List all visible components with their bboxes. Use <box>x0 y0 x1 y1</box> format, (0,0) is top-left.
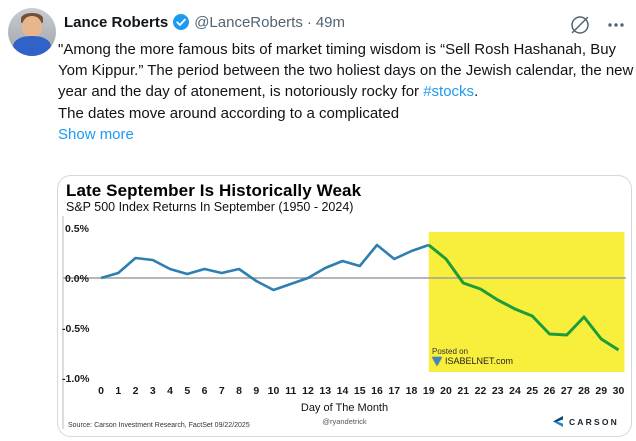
grok-icon[interactable] <box>568 13 592 37</box>
tweet-header: Lance Roberts @LanceRoberts · 49m <box>8 8 628 56</box>
x-tick-label: 22 <box>475 385 487 397</box>
tweet-body-text: "Among the more famous bits of market ti… <box>58 41 634 101</box>
header-actions <box>568 13 626 37</box>
chart-subtitle: S&P 500 Index Returns In September (1950… <box>66 200 354 214</box>
x-tick-label: 16 <box>371 385 383 397</box>
x-tick-label: 30 <box>613 385 625 397</box>
avatar[interactable] <box>8 8 56 56</box>
isabelnet-logo-icon <box>432 357 442 366</box>
isabelnet-watermark: Posted on ISABELNET.com <box>432 347 513 366</box>
x-tick-label: 15 <box>354 385 366 397</box>
x-tick-label: 0 <box>98 385 104 397</box>
x-tick-label: 28 <box>578 385 590 397</box>
credit-handle: @ryandetrick <box>322 417 367 426</box>
y-tick-label: -0.5% <box>62 323 90 335</box>
x-tick-label: 5 <box>184 385 190 397</box>
carson-chevron-icon <box>552 416 563 427</box>
verified-icon <box>173 14 190 30</box>
timestamp[interactable]: 49m <box>315 13 346 31</box>
y-tick-label: -1.0% <box>62 373 90 385</box>
x-tick-label: 13 <box>319 385 331 397</box>
series-late-month <box>427 243 620 352</box>
line-chart: 0 1 2 3 4 5 6 7 8 9 10 11 12 13 14 15 16 17 18 19 20 21 22 23 24… <box>62 216 626 429</box>
x-tick-label: 25 <box>526 385 538 397</box>
carson-logo-text: CARSON <box>568 416 619 427</box>
x-tick-label: 11 <box>285 385 296 397</box>
avatar-shirt <box>13 36 51 56</box>
x-tick-label: 3 <box>150 385 156 397</box>
x-tick-label: 19 <box>423 385 435 397</box>
dot-separator: · <box>306 13 312 31</box>
chart-card[interactable]: 0 1 2 3 4 5 6 7 8 9 10 11 12 13 14 15 16 17 18 19 20 21 22 23 24… <box>57 175 632 437</box>
x-tick-label: 12 <box>302 385 314 397</box>
x-tick-label: 24 <box>509 385 521 397</box>
watermark-line2: ISABELNET.com <box>445 356 514 366</box>
y-tick-label: 0.5% <box>65 223 90 235</box>
x-tick-label: 6 <box>202 385 208 397</box>
x-tick-label: 27 <box>561 385 573 397</box>
highlight-region <box>428 232 625 372</box>
x-tick-label: 21 <box>457 385 469 397</box>
x-tick-label: 4 <box>167 385 173 397</box>
x-tick-label: 14 <box>337 385 349 397</box>
hashtag-stocks-link[interactable]: #stocks <box>423 83 475 101</box>
tweet-text: "Among the more famous bits of market ti… <box>58 39 634 145</box>
author-handle[interactable]: @LanceRoberts <box>194 13 303 31</box>
chart-title: Late September Is Historically Weak <box>66 181 362 200</box>
author-name[interactable]: Lance Roberts <box>64 13 169 31</box>
series-early-month <box>100 243 430 292</box>
x-tick-label: 10 <box>268 385 280 397</box>
watermark-line1: Posted on <box>432 347 469 356</box>
carson-logo: CARSON <box>552 416 619 427</box>
x-tick-label: 2 <box>133 385 139 397</box>
author-row: Lance Roberts @LanceRoberts · 49m <box>64 13 345 31</box>
source-note: Source: Carson Investment Research, Fact… <box>68 422 250 429</box>
x-tick-label: 7 <box>219 385 225 397</box>
x-tick-label: 1 <box>115 385 121 397</box>
x-tick-label: 20 <box>440 385 452 397</box>
x-axis-label: Day of The Month <box>300 402 389 414</box>
x-tick-label: 18 <box>406 385 418 397</box>
x-tick-label: 29 <box>595 385 607 397</box>
show-more-link[interactable]: Show more <box>58 125 134 143</box>
x-tick-label: 17 <box>388 385 400 397</box>
x-tick-label: 26 <box>544 385 556 397</box>
x-tick-label: 8 <box>236 385 242 397</box>
more-icon[interactable] <box>606 15 626 35</box>
tweet-body-line2: The dates move around according to a com… <box>58 104 400 122</box>
y-tick-label: 0.0% <box>65 273 90 285</box>
tweet-body-period: . <box>474 83 479 101</box>
x-tick-label: 9 <box>253 385 259 397</box>
x-tick-label: 23 <box>492 385 504 397</box>
avatar-face <box>22 16 42 37</box>
